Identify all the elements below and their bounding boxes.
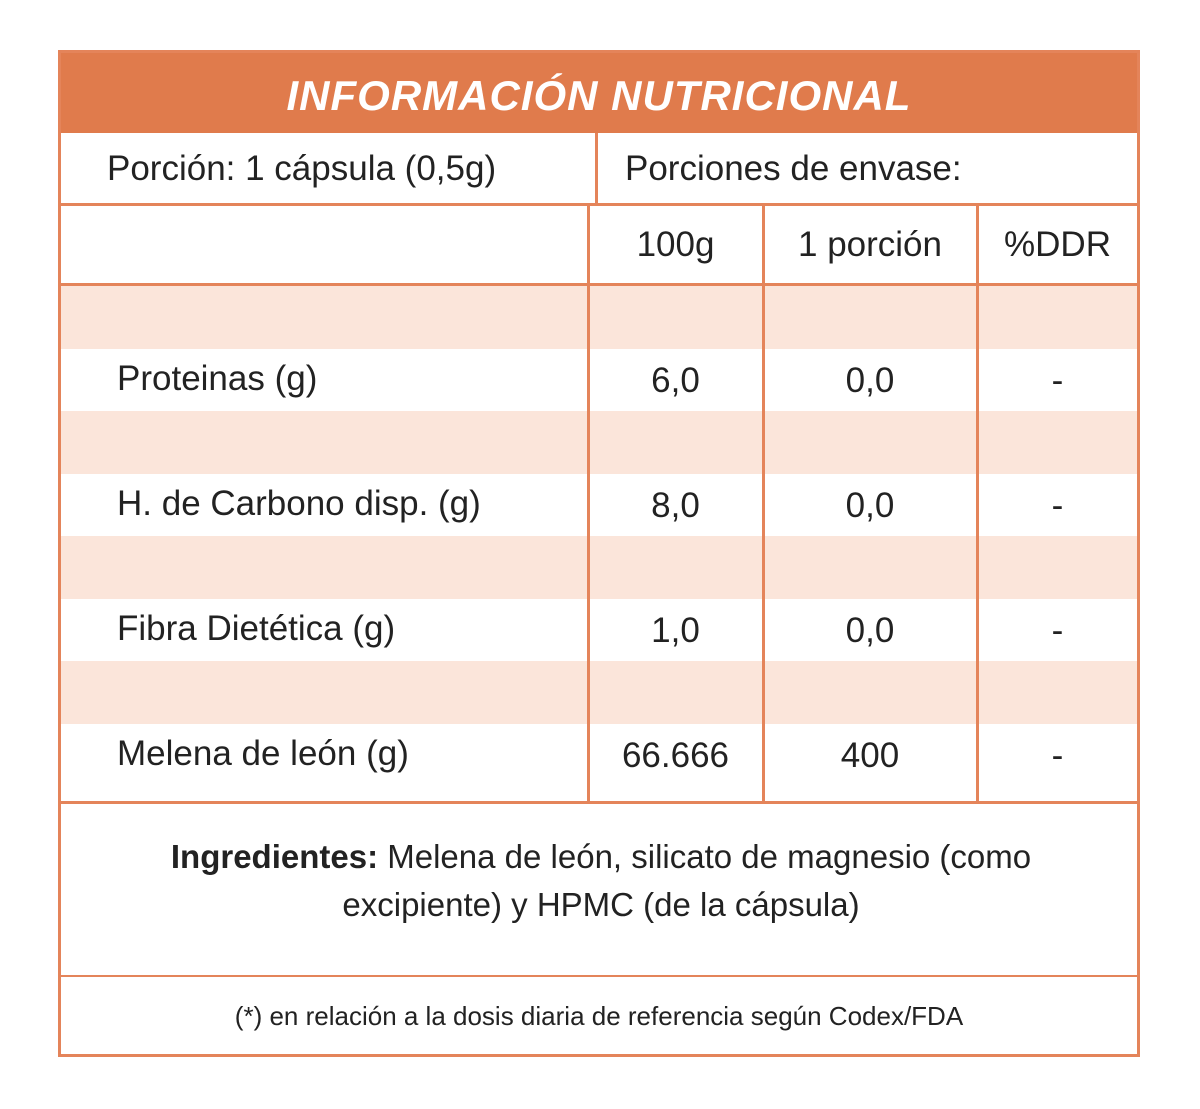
- divider: [762, 205, 765, 801]
- ingredients: Ingredientes: Melena de león, silicato d…: [151, 833, 1051, 929]
- row-shade: [61, 536, 1137, 599]
- nutrient-value: 8,0: [651, 485, 700, 525]
- nutrient-value: -: [1051, 735, 1064, 775]
- divider: [61, 975, 1137, 977]
- title: INFORMACIÓN NUTRICIONAL: [61, 53, 1137, 133]
- nutrient-value: -: [1051, 610, 1064, 650]
- ingredients-text: Melena de león, silicato de magnesio (co…: [342, 838, 1032, 923]
- column-header: 100g: [636, 225, 715, 264]
- column-header: 1 porción: [798, 225, 942, 264]
- divider: [61, 203, 1137, 206]
- nutrient-name: H. de Carbono disp. (g): [117, 483, 481, 523]
- footnote: (*) en relación a la dosis diaria de ref…: [234, 1001, 964, 1031]
- row-shade: [61, 661, 1137, 724]
- divider: [595, 133, 598, 205]
- nutrient-value: 1,0: [651, 610, 700, 650]
- nutrient-value: 400: [840, 735, 900, 775]
- nutrient-name: Proteinas (g): [117, 358, 318, 398]
- divider: [976, 205, 979, 801]
- divider: [61, 801, 1137, 804]
- servings-per-pack: Porciones de envase:: [625, 149, 962, 188]
- ingredients-label: Ingredientes:: [170, 838, 379, 875]
- nutrient-value: 0,0: [845, 610, 895, 650]
- nutrient-value: 6,0: [651, 360, 700, 400]
- nutrient-value: -: [1051, 360, 1064, 400]
- serving-size: Porción: 1 cápsula (0,5g): [107, 149, 497, 188]
- nutrient-value: 66.666: [621, 735, 730, 775]
- nutrient-name: Melena de león (g): [117, 733, 409, 773]
- nutrient-value: -: [1051, 485, 1064, 525]
- nutrient-name: Fibra Dietética (g): [117, 608, 396, 648]
- column-header: %DDR: [1004, 225, 1111, 264]
- nutrient-value: 0,0: [845, 360, 895, 400]
- divider: [61, 283, 1137, 286]
- divider: [587, 205, 590, 801]
- row-shade: [61, 411, 1137, 474]
- row-shade: [61, 286, 1137, 349]
- nutrient-value: 0,0: [845, 485, 895, 525]
